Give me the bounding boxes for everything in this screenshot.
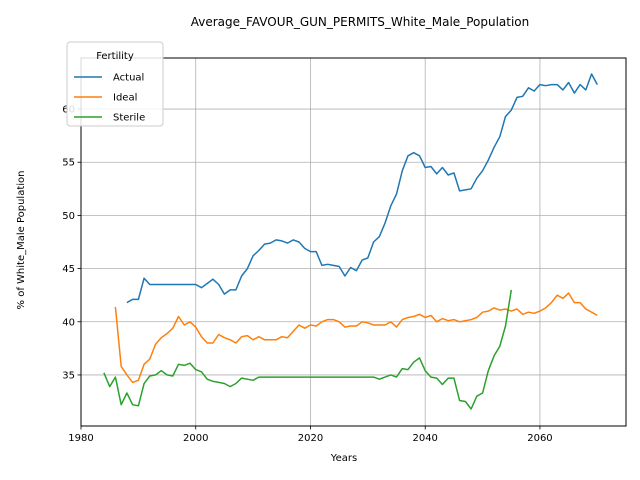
y-tick-label: 35	[62, 370, 75, 381]
x-tick-label: 2020	[298, 433, 323, 444]
x-axis-title: Years	[330, 453, 357, 464]
y-tick-label: 55	[62, 158, 75, 169]
series-line-ideal	[114, 292, 598, 384]
x-axis: 1980 2000 2020 2040 2060	[68, 426, 553, 444]
series-line-sterile	[103, 289, 513, 410]
x-tick-label: 2060	[527, 433, 552, 444]
y-tick-label: 40	[62, 317, 75, 328]
legend-title: Fertility	[96, 51, 134, 62]
x-tick-label: 2040	[412, 433, 437, 444]
gridlines	[80, 58, 626, 426]
series-line-actual	[126, 73, 598, 304]
y-tick-label: 50	[62, 211, 75, 222]
legend-label-ideal: Ideal	[113, 93, 137, 104]
chart-title: Average_FAVOUR_GUN_PERMITS_White_Male_Po…	[191, 15, 530, 29]
x-tick-label: 1980	[68, 433, 93, 444]
y-axis-title: % of White_Male Population	[16, 171, 27, 310]
x-tick-label: 2000	[183, 433, 208, 444]
legend-label-sterile: Sterile	[113, 113, 145, 124]
legend: Fertility Actual Ideal Sterile	[66, 41, 164, 127]
legend-label-actual: Actual	[113, 73, 144, 84]
plot-frame	[80, 57, 627, 427]
series-lines	[103, 73, 598, 410]
legend-box	[66, 41, 164, 127]
y-tick-label: 45	[62, 264, 75, 275]
